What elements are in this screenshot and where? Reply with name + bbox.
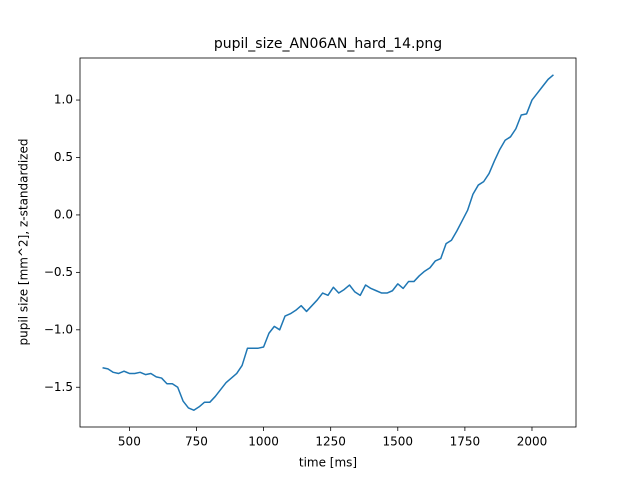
x-tick-label: 1250 (315, 435, 346, 449)
chart-title: pupil_size_AN06AN_hard_14.png (214, 36, 442, 52)
x-tick-label: 1750 (450, 435, 481, 449)
y-tick-label: −1.5 (44, 380, 73, 394)
data-line (102, 74, 554, 411)
x-tick-label: 1500 (383, 435, 414, 449)
y-tick-label: 0.5 (54, 150, 73, 164)
x-axis-label: time [ms] (299, 456, 357, 470)
y-tick-label: 1.0 (54, 93, 73, 107)
x-tick-label: 750 (185, 435, 208, 449)
y-tick-label: 0.0 (54, 207, 73, 221)
plot-frame (79, 57, 577, 428)
x-tick-label: 500 (118, 435, 141, 449)
y-tick-label: −0.5 (44, 265, 73, 279)
y-tick-label: −1.0 (44, 322, 73, 336)
x-tick-label: 1000 (248, 435, 279, 449)
y-axis-label: pupil size [mm^2], z-standardized (17, 139, 31, 346)
x-tick-label: 2000 (517, 435, 548, 449)
